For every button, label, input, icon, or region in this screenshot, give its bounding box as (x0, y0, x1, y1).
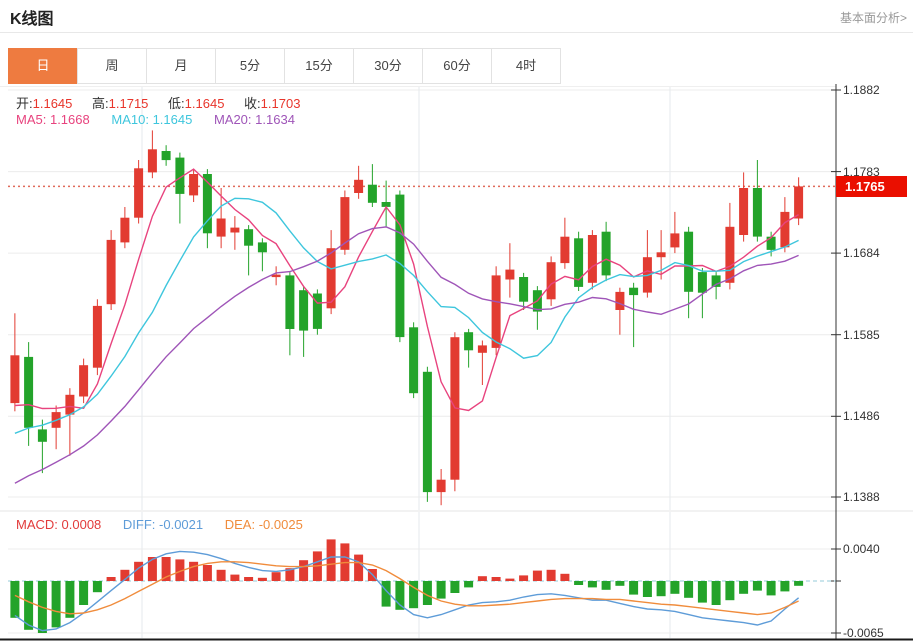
price-axis-tick: 1.1783 (843, 165, 880, 179)
price-axis-tick: 1.1486 (843, 409, 880, 423)
high-label: 高: (92, 96, 109, 111)
ma10-value: 1.1645 (152, 112, 193, 127)
open-value: 1.1645 (32, 96, 73, 111)
ma20-value: 1.1634 (255, 112, 295, 127)
close-label: 收: (244, 96, 261, 111)
ma5-value: 1.1668 (49, 112, 90, 127)
diff-value: -0.0021 (159, 517, 204, 532)
low-label: 低: (168, 96, 185, 111)
tab-15min[interactable]: 15分 (284, 48, 354, 84)
tab-day[interactable]: 日 (8, 48, 78, 84)
tab-week[interactable]: 周 (77, 48, 147, 84)
dea-label: DEA: (224, 517, 256, 532)
macd-axis-tick: 0.0040 (843, 542, 880, 556)
price-axis-tick: 1.1882 (843, 83, 880, 97)
ma-legend: MA5: 1.1668 MA10: 1.1645 MA20: 1.1634 (16, 112, 313, 127)
ma20-label: MA20: (213, 112, 252, 127)
low-value: 1.1645 (184, 96, 225, 111)
dea-value: -0.0025 (258, 517, 303, 532)
macd-label: MACD: (16, 517, 58, 532)
interval-tab-bar: 日 周 月 5分 15分 30分 60分 4时 (8, 48, 561, 84)
page-header: K线图 基本面分析> (0, 0, 913, 33)
ohlc-legend: 开:1.1645 高:1.1715 低:1.1645 收:1.1703 (16, 93, 316, 112)
diff-label: DIFF: (122, 517, 156, 532)
price-axis-tick: 1.1684 (843, 246, 880, 260)
ma10-label: MA10: (111, 112, 149, 127)
high-value: 1.1715 (108, 96, 149, 111)
macd-legend: MACD: 0.0008 DIFF: -0.0021 DEA: -0.0025 (16, 517, 321, 532)
price-axis-tick: 1.1388 (843, 490, 880, 504)
price-axis-tick: 1.1585 (843, 328, 880, 342)
current-price-badge: 1.1765 (836, 176, 907, 197)
macd-axis-tick: -0.0065 (843, 626, 884, 640)
open-label: 开: (16, 96, 33, 111)
tab-60min[interactable]: 60分 (422, 48, 492, 84)
ma5-label: MA5: (16, 112, 47, 127)
tab-4hour[interactable]: 4时 (491, 48, 561, 84)
fundamental-analysis-link[interactable]: 基本面分析> (839, 11, 907, 25)
close-value: 1.1703 (260, 96, 301, 111)
macd-value: 0.0008 (61, 517, 102, 532)
page-title: K线图 (10, 11, 54, 28)
tab-5min[interactable]: 5分 (215, 48, 285, 84)
tab-30min[interactable]: 30分 (353, 48, 423, 84)
tab-month[interactable]: 月 (146, 48, 216, 84)
